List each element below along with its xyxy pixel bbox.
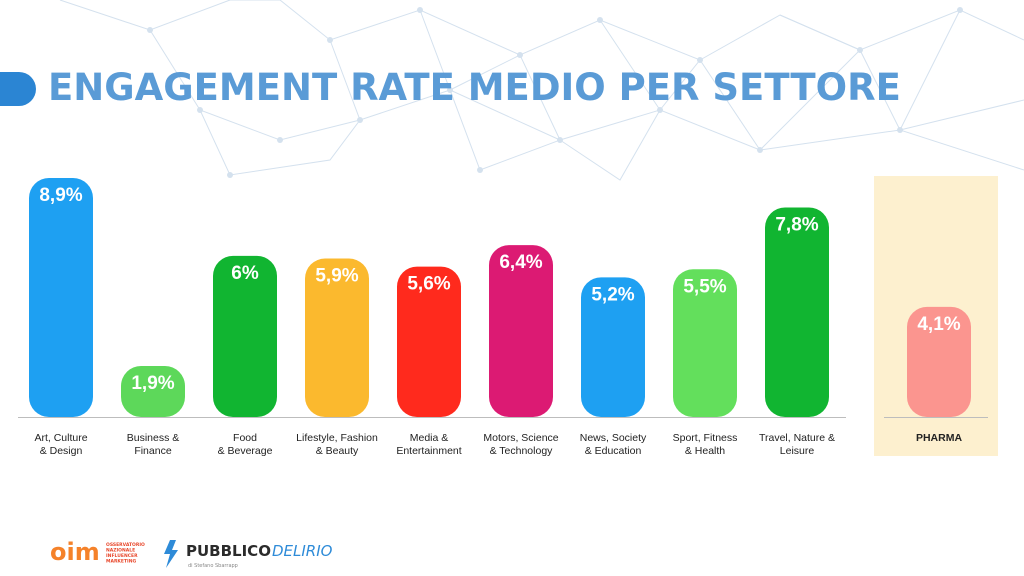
category-label: Motors, Science (483, 432, 558, 444)
data-label: 7,8% (775, 215, 818, 236)
category-label: Food (233, 432, 257, 444)
bar (581, 277, 645, 417)
category-label: Travel, Nature & (759, 432, 835, 444)
category-label: & Education (585, 445, 642, 457)
data-label: 5,9% (315, 266, 358, 287)
network-background (59, 0, 1024, 181)
bar (29, 178, 93, 417)
data-label: 5,6% (407, 274, 450, 295)
category-label: Lifestyle, Fashion (296, 432, 378, 444)
oim-logo: oim OSSERVATORIONAZIONALEINFLUENCERMARKE… (50, 538, 145, 566)
lightning-bolt-icon (164, 540, 178, 568)
category-label: Sport, Fitness (673, 432, 738, 444)
bar (213, 255, 277, 417)
bar (305, 258, 369, 417)
bar (765, 207, 829, 417)
bar (673, 269, 737, 417)
data-label: 6% (231, 263, 259, 284)
category-label: Business & (127, 432, 180, 444)
category-label: Leisure (780, 445, 815, 457)
data-label: 1,9% (131, 373, 174, 394)
data-label: 5,5% (683, 276, 726, 297)
category-label: Entertainment (396, 445, 461, 457)
category-label: Media & (410, 432, 449, 444)
oim-caption-line: NAZIONALE (106, 548, 135, 554)
data-label: 8,9% (39, 185, 82, 206)
bar (907, 306, 971, 417)
data-label: 6,4% (499, 252, 542, 273)
oim-caption-line: MARKETING (106, 559, 136, 565)
svg-text:PUBBLICO: PUBBLICO (186, 542, 271, 560)
oim-caption-line: INFLUENCER (106, 553, 138, 559)
bar (489, 245, 553, 417)
category-label: & Health (685, 445, 725, 457)
category-label: & Technology (490, 445, 554, 457)
pubblico-delirio-logo: PUBBLICO DELIRIO di Stefano Sbarrapp (164, 540, 333, 569)
bar (397, 266, 461, 417)
category-label: Finance (134, 445, 172, 457)
category-label: Art, Culture (34, 432, 87, 444)
slide-title: ENGAGEMENT RATE MEDIO PER SETTORE (48, 66, 901, 109)
oim-caption-line: OSSERVATORIO (106, 542, 145, 548)
category-label: PHARMA (916, 432, 962, 444)
svg-text:oim: oim (50, 538, 100, 566)
category-label: News, Society (580, 432, 647, 444)
data-label: 5,2% (591, 284, 634, 305)
bar (121, 365, 185, 417)
category-label: & Design (40, 445, 83, 457)
data-label: 4,1% (917, 314, 960, 335)
svg-text:DELIRIO: DELIRIO (272, 542, 333, 560)
category-label: & Beauty (316, 445, 359, 457)
title-accent-bar (0, 72, 36, 106)
category-label: & Beverage (218, 445, 273, 457)
svg-text:di Stefano Sbarrapp: di Stefano Sbarrapp (188, 563, 238, 569)
